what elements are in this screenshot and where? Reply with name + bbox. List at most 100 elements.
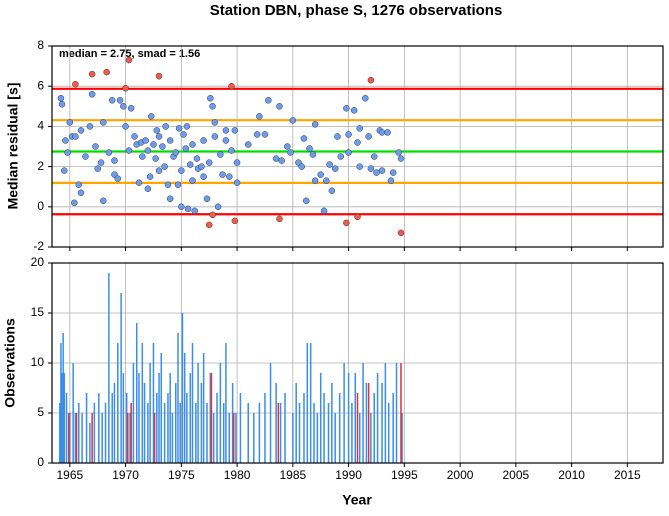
point bbox=[200, 173, 207, 180]
bar bbox=[327, 403, 330, 463]
bar bbox=[306, 343, 309, 463]
point bbox=[161, 163, 168, 170]
bar bbox=[334, 413, 336, 463]
bar bbox=[61, 373, 63, 463]
bar bbox=[63, 373, 66, 463]
point bbox=[191, 207, 198, 215]
point bbox=[311, 177, 319, 184]
point bbox=[265, 97, 272, 104]
bar bbox=[67, 413, 70, 463]
bar bbox=[370, 413, 372, 463]
point bbox=[233, 179, 241, 186]
point bbox=[226, 173, 233, 180]
point bbox=[244, 141, 252, 148]
bar bbox=[120, 293, 122, 463]
bar bbox=[206, 403, 208, 463]
point bbox=[397, 229, 405, 237]
bar bbox=[347, 373, 350, 463]
bar bbox=[156, 393, 158, 463]
x-tick-label: 2010 bbox=[558, 468, 585, 482]
bar bbox=[72, 363, 74, 463]
bar bbox=[309, 343, 312, 463]
point bbox=[203, 195, 211, 203]
plot-frame bbox=[51, 45, 664, 248]
bar bbox=[60, 343, 62, 463]
point bbox=[105, 149, 113, 156]
point bbox=[131, 133, 138, 140]
point bbox=[356, 125, 363, 132]
x-tick-label: 1975 bbox=[168, 468, 195, 482]
point bbox=[356, 163, 363, 170]
bar bbox=[264, 393, 266, 463]
point bbox=[144, 147, 152, 154]
point bbox=[75, 181, 83, 188]
point bbox=[397, 155, 405, 162]
bar bbox=[85, 393, 88, 463]
bar bbox=[387, 403, 390, 463]
point bbox=[367, 76, 375, 84]
point bbox=[125, 56, 133, 64]
point bbox=[326, 161, 333, 168]
bar bbox=[181, 313, 184, 463]
point bbox=[253, 131, 261, 138]
point bbox=[146, 173, 154, 180]
point bbox=[184, 205, 192, 213]
point bbox=[178, 167, 185, 174]
point bbox=[82, 153, 89, 160]
point bbox=[354, 139, 361, 146]
y-tick-label: 8 bbox=[37, 38, 44, 52]
point bbox=[328, 187, 336, 194]
point bbox=[61, 167, 68, 174]
bar bbox=[258, 403, 261, 463]
point bbox=[189, 177, 196, 184]
point bbox=[174, 181, 182, 188]
point bbox=[395, 149, 403, 156]
point bbox=[384, 129, 391, 136]
bar bbox=[195, 403, 197, 463]
point bbox=[343, 219, 350, 227]
point bbox=[287, 149, 294, 156]
point bbox=[209, 211, 216, 219]
point bbox=[378, 129, 386, 136]
bar bbox=[153, 413, 156, 463]
point bbox=[222, 137, 230, 144]
bar bbox=[275, 383, 277, 463]
point bbox=[97, 159, 105, 166]
x-tick-label: 1985 bbox=[279, 468, 306, 482]
x-tick-label: 1965 bbox=[56, 468, 83, 482]
bar bbox=[65, 393, 68, 463]
point bbox=[211, 133, 219, 140]
bar bbox=[75, 413, 78, 463]
point bbox=[155, 167, 163, 174]
bar bbox=[351, 403, 353, 463]
point bbox=[309, 151, 317, 158]
bar bbox=[104, 403, 107, 463]
y-tick-label: 20 bbox=[31, 255, 45, 269]
point bbox=[317, 171, 324, 178]
bar bbox=[69, 413, 71, 463]
bar bbox=[78, 403, 80, 463]
bar bbox=[141, 343, 144, 463]
y-tick-label: -2 bbox=[33, 239, 44, 253]
point bbox=[155, 133, 163, 140]
point bbox=[302, 197, 310, 205]
point bbox=[365, 133, 372, 140]
point bbox=[114, 175, 122, 182]
point bbox=[162, 123, 169, 130]
bar bbox=[191, 343, 194, 463]
bar bbox=[130, 403, 132, 463]
bar bbox=[158, 373, 160, 463]
point bbox=[217, 151, 224, 158]
point bbox=[159, 143, 166, 150]
bar bbox=[93, 403, 96, 463]
point bbox=[256, 113, 263, 120]
bar bbox=[279, 403, 282, 463]
bar bbox=[216, 393, 218, 463]
point bbox=[178, 203, 185, 211]
bar bbox=[209, 373, 212, 463]
point bbox=[152, 155, 159, 162]
point bbox=[378, 167, 386, 174]
bar bbox=[313, 403, 315, 463]
bar bbox=[295, 383, 297, 463]
